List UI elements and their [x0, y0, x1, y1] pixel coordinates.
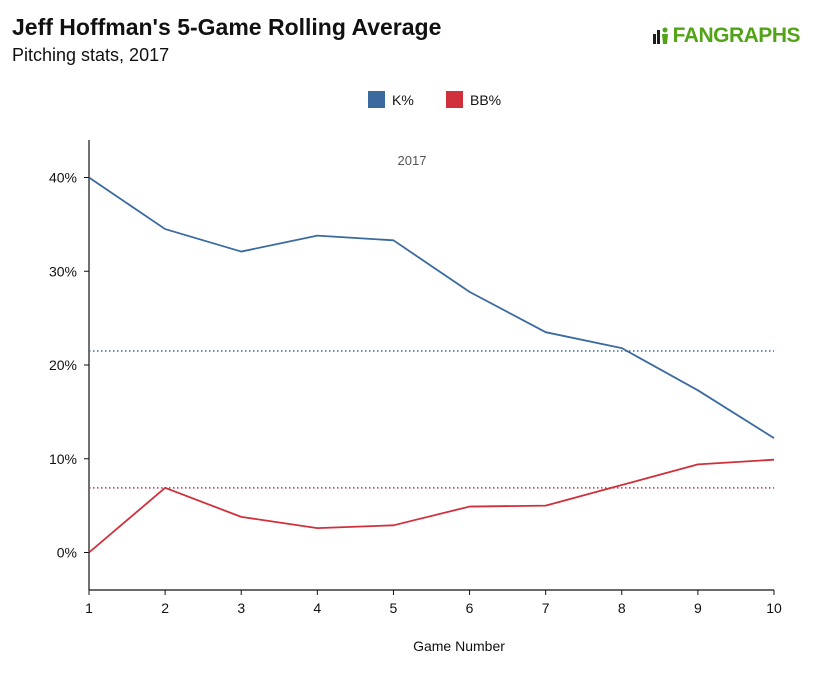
x-tick-label: 7	[542, 600, 550, 616]
series-line	[88, 458, 775, 554]
chart-subtitle: Pitching stats, 2017	[12, 45, 170, 65]
axes: 0% 10% 20% 30% 40% 1 2 3 4 5 6 7 8 9 10	[49, 140, 782, 616]
y-tick-label: 30%	[49, 263, 77, 279]
y-tick-label: 40%	[49, 170, 77, 186]
x-tick-label: 1	[85, 600, 93, 616]
x-tick-label: 10	[766, 600, 782, 616]
reference-lines	[89, 350, 774, 489]
series-line	[88, 176, 775, 439]
x-tick-label: 6	[466, 600, 474, 616]
y-tick-label: 20%	[49, 357, 77, 373]
legend-label: BB%	[470, 92, 501, 108]
x-tick-label: 5	[390, 600, 398, 616]
fangraphs-logo: FAN GRAPHS	[652, 24, 800, 48]
legend-label: K%	[392, 92, 414, 108]
x-tick-label: 9	[694, 600, 702, 616]
chart-annotation: 2017	[398, 153, 427, 168]
chart-title: Jeff Hoffman's 5-Game Rolling Average	[12, 14, 442, 40]
logo-text-fan: FAN	[672, 24, 714, 47]
legend-swatch	[368, 91, 385, 108]
legend: K% BB%	[368, 91, 501, 108]
fangraphs-logo-icon	[652, 27, 668, 44]
y-tick-label: 0%	[57, 545, 77, 561]
legend-swatch	[446, 91, 463, 108]
logo-text-graphs: GRAPHS	[713, 24, 800, 47]
x-tick-label: 4	[313, 600, 321, 616]
x-tick-label: 3	[237, 600, 245, 616]
x-tick-label: 2	[161, 600, 169, 616]
x-axis-label: Game Number	[413, 638, 505, 654]
x-tick-label: 8	[618, 600, 626, 616]
y-tick-label: 10%	[49, 451, 77, 467]
series-lines	[88, 176, 775, 554]
